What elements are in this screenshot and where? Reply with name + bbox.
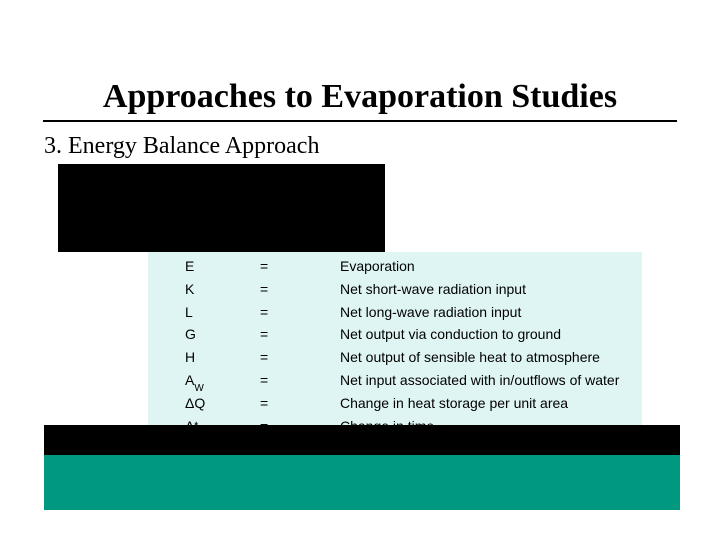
def-equals: = (260, 372, 340, 395)
def-text: Net short-wave radiation input (340, 281, 526, 304)
def-text: Net long-wave radiation input (340, 304, 521, 327)
def-row: K = Net short-wave radiation input (185, 281, 619, 304)
def-equals: = (260, 349, 340, 372)
def-equals: = (260, 326, 340, 349)
def-symbol: L (185, 304, 260, 327)
def-symbol: AW (185, 372, 260, 395)
def-equals: = (260, 304, 340, 327)
def-row: E = Evaporation (185, 258, 619, 281)
bottom-teal-bar (44, 455, 680, 510)
page-title: Approaches to Evaporation Studies (0, 78, 720, 116)
def-row: H = Net output of sensible heat to atmos… (185, 349, 619, 372)
def-text: Net input associated with in/outflows of… (340, 372, 619, 395)
def-symbol: E (185, 258, 260, 281)
def-row: ΔQ = Change in heat storage per unit are… (185, 395, 619, 418)
title-underline (43, 120, 677, 122)
def-row: L = Net long-wave radiation input (185, 304, 619, 327)
def-equals: = (260, 281, 340, 304)
def-text: Evaporation (340, 258, 415, 281)
def-symbol: H (185, 349, 260, 372)
def-text: Net output via conduction to ground (340, 326, 561, 349)
def-text: Net output of sensible heat to atmospher… (340, 349, 600, 372)
def-row: AW = Net input associated with in/outflo… (185, 372, 619, 395)
def-symbol: G (185, 326, 260, 349)
bottom-black-bar (44, 425, 680, 455)
def-equals: = (260, 395, 340, 418)
def-symbol: ΔQ (185, 395, 260, 418)
def-row: G = Net output via conduction to ground (185, 326, 619, 349)
formula-placeholder-box (58, 164, 385, 252)
section-heading: 3. Energy Balance Approach (44, 133, 319, 160)
def-symbol: K (185, 281, 260, 304)
def-equals: = (260, 258, 340, 281)
def-text: Change in heat storage per unit area (340, 395, 568, 418)
